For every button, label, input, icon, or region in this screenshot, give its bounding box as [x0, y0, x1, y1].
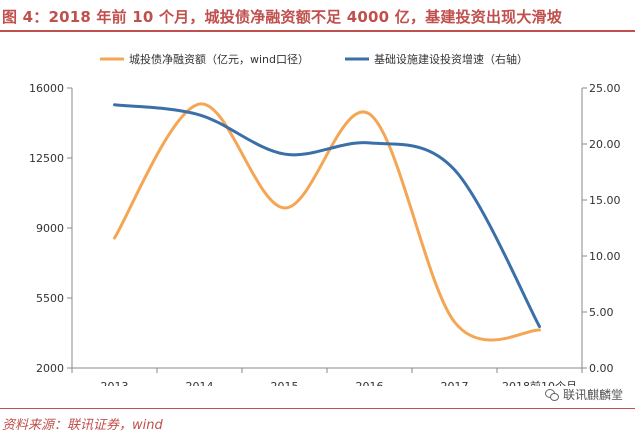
wechat-icon: [544, 388, 559, 401]
legend-label-orange: 城投债净融资额（亿元，wind口径）: [129, 52, 309, 66]
axes: 2000 5500 9000 12500 16000 0.00 5.00 10.00 15.00…: [29, 82, 621, 386]
footer: 资料来源：联讯证券，wind: [0, 408, 635, 441]
y-left-tick-label: 9000: [36, 222, 64, 235]
watermark-text: 联讯麒麟堂: [562, 388, 623, 402]
y-right-tick-label: 25.00: [589, 82, 621, 95]
x-tick-label: 2013: [101, 380, 129, 386]
y-left-tick-label: 12500: [29, 152, 64, 165]
series-line-orange: [113, 102, 541, 342]
series-group: [113, 102, 541, 342]
chart-title: 图 4：2018 年前 10 个月，城投债净融资额不足 4000 亿，基建投资出…: [2, 8, 562, 26]
source-note: 资料来源：联讯证券，wind: [2, 418, 163, 433]
series-line-blue: [113, 103, 541, 329]
y-left-tick-label: 16000: [29, 82, 64, 95]
y-left-tick-label: 5500: [36, 292, 64, 305]
y-right-tick-label: 0.00: [589, 362, 614, 375]
legend: 城投债净融资额（亿元，wind口径） 基础设施建设投资增速（右轴）: [100, 52, 528, 66]
x-tick-label: 2018前10个月: [502, 379, 577, 386]
watermark: 联讯麒麟堂: [544, 386, 623, 403]
y-right-tick-label: 10.00: [589, 250, 621, 263]
x-tick-label: 2017: [441, 380, 469, 386]
title-bar: 图 4：2018 年前 10 个月，城投债净融资额不足 4000 亿，基建投资出…: [0, 0, 635, 32]
y-right-tick-label: 5.00: [589, 306, 614, 319]
y-right-tick-label: 15.00: [589, 194, 621, 207]
legend-label-blue: 基础设施建设投资增速（右轴）: [374, 52, 528, 66]
y-right-tick-label: 20.00: [589, 138, 621, 151]
x-tick-label: 2016: [356, 380, 384, 386]
x-tick-label: 2015: [271, 380, 299, 386]
x-tick-label: 2014: [186, 380, 214, 386]
y-left-tick-label: 2000: [36, 362, 64, 375]
chart: 城投债净融资额（亿元，wind口径） 基础设施建设投资增速（右轴） 2000 55…: [29, 52, 621, 386]
